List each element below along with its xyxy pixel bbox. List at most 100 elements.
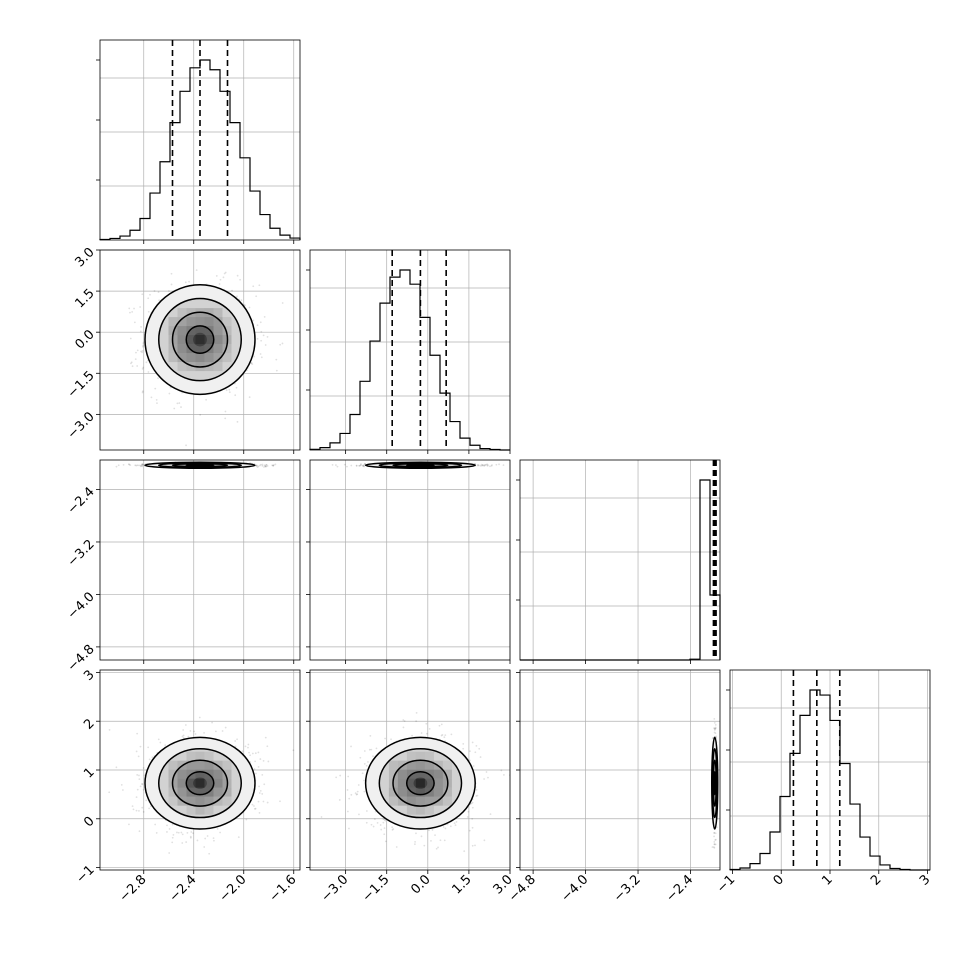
scatter-point	[224, 271, 227, 274]
scatter-point	[714, 832, 717, 835]
scatter-point	[331, 463, 334, 466]
contour-line	[713, 770, 717, 796]
scatter-point	[714, 732, 717, 735]
scatter-point	[350, 464, 353, 467]
scatter-point	[131, 805, 134, 808]
scatter-point	[370, 823, 373, 826]
scatter-point	[358, 464, 360, 467]
scatter-point	[255, 295, 258, 298]
scatter-point	[713, 847, 716, 849]
scatter-point	[248, 751, 250, 754]
scatter-point	[231, 289, 233, 292]
y-tick-label: 3	[81, 667, 97, 683]
density-cell	[213, 362, 223, 372]
scatter-point	[360, 464, 362, 466]
contour-line	[405, 770, 435, 796]
scatter-point	[272, 464, 275, 467]
density-cell	[168, 760, 178, 770]
scatter-point	[487, 776, 489, 779]
density-cell	[177, 326, 187, 336]
scatter-point	[142, 366, 145, 369]
scatter-point	[236, 738, 238, 741]
density-cell	[204, 344, 214, 354]
scatter-point	[154, 387, 157, 390]
scatter-point	[178, 402, 181, 404]
scatter-point	[480, 463, 483, 466]
scatter-point	[486, 463, 489, 466]
density-cell	[388, 787, 398, 797]
scatter-point	[279, 800, 281, 803]
scatter-point	[142, 767, 145, 769]
scatter-point	[253, 805, 255, 807]
scatter-point	[440, 723, 443, 726]
density-cell	[186, 760, 196, 770]
scatter-point	[251, 752, 254, 755]
scatter-point	[466, 816, 469, 818]
density-cell	[424, 778, 434, 788]
scatter-point	[182, 736, 185, 739]
scatter-point	[261, 463, 264, 466]
density-cell	[442, 787, 452, 797]
scatter-point	[135, 464, 138, 467]
scatter-point	[264, 465, 267, 468]
scatter-point	[218, 283, 221, 285]
scatter-point	[474, 751, 477, 754]
density-cell	[222, 344, 232, 354]
scatter-point	[402, 726, 405, 729]
density-cell	[177, 335, 187, 345]
scatter-point	[139, 306, 142, 308]
scatter-point	[392, 828, 395, 830]
scatter-point	[485, 463, 488, 466]
panel-border	[309, 459, 511, 661]
density-cell	[195, 769, 205, 779]
contour-line	[158, 748, 242, 819]
scatter-point	[234, 745, 237, 748]
scatter-point	[167, 290, 170, 292]
scatter-point	[338, 799, 341, 801]
density-cell	[433, 778, 443, 788]
scatter-point	[132, 808, 135, 811]
scatter-point	[474, 844, 476, 847]
density-cell	[204, 796, 214, 806]
scatter-point	[713, 727, 716, 729]
scatter-point	[271, 464, 274, 467]
scatter-point	[136, 349, 139, 352]
density-cell	[195, 796, 205, 806]
density-cell	[204, 760, 214, 770]
scatter-point	[364, 462, 367, 465]
density-cell	[415, 769, 425, 779]
scatter-point	[142, 811, 145, 813]
scatter-point	[336, 465, 339, 468]
scatter-point	[224, 726, 227, 729]
scatter-point	[346, 465, 348, 468]
scatter-point	[139, 745, 142, 748]
scatter-point	[141, 783, 144, 786]
scatter-point	[263, 783, 266, 786]
scatter-point	[443, 839, 446, 842]
panel-content	[331, 461, 505, 469]
density-cell	[186, 344, 196, 354]
scatter-point	[171, 836, 174, 839]
scatter-point	[153, 290, 156, 292]
density-cell	[186, 751, 196, 761]
scatter-point	[411, 734, 413, 737]
scatter-point	[360, 463, 362, 465]
scatter-point	[262, 334, 265, 337]
scatter-point	[357, 784, 360, 786]
scatter-point	[380, 828, 383, 831]
scatter-point	[258, 812, 261, 814]
scatter-point	[219, 831, 221, 834]
scatter-point	[184, 281, 187, 284]
scatter-point	[265, 463, 268, 466]
scatter-point	[714, 724, 717, 726]
scatter-point	[222, 276, 225, 279]
scatter-point	[263, 466, 265, 468]
scatter-point	[130, 361, 133, 364]
scatter-point	[189, 835, 192, 838]
scatter-point	[455, 820, 458, 823]
scatter-point	[354, 792, 357, 795]
density-cell	[222, 760, 232, 770]
scatter-point	[713, 843, 716, 846]
density-cell	[195, 787, 205, 797]
scatter-point	[471, 741, 474, 744]
